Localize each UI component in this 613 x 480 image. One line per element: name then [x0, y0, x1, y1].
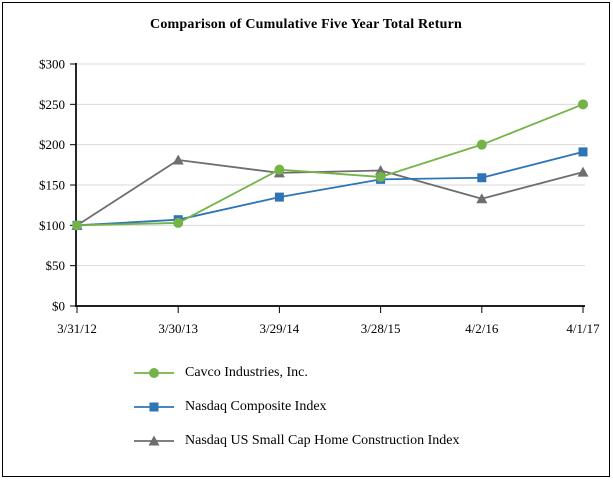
series-line-cavco-industries-inc [76, 103, 584, 227]
data-point-nasdaq-us-small-cap-home-construction-index [375, 164, 387, 175]
data-point-nasdaq-us-small-cap-home-construction-index [476, 193, 488, 204]
series-line-nasdaq-us-small-cap-home-construction-index [76, 159, 584, 227]
y-axis-tick-label: $100 [39, 218, 65, 233]
chart-title: Comparison of Cumulative Five Year Total… [150, 17, 462, 32]
series-line-nasdaq-composite-index [76, 151, 584, 227]
x-axis-tick-label: 3/31/12 [57, 321, 97, 336]
legend: Cavco Industries, Inc. Nasdaq Composite … [134, 363, 460, 451]
data-point-cavco-industries-inc [476, 139, 487, 150]
legend-label: Cavco Industries, Inc. [185, 365, 308, 380]
data-point-cavco-industries-inc [72, 220, 82, 231]
legend-item-nasdaq-composite: Nasdaq Composite Index [134, 397, 460, 417]
data-point-nasdaq-us-small-cap-home-construction-index [172, 154, 184, 165]
legend-triangle-marker-icon [134, 434, 174, 448]
data-point-cavco-industries-inc [274, 164, 285, 175]
legend-square-marker-icon [134, 400, 174, 414]
data-point-nasdaq-composite-index [274, 192, 284, 202]
y-axis-tick-label: $250 [39, 97, 65, 112]
x-axis-tick-label: 3/28/15 [361, 321, 401, 336]
x-axis-tick-label: 4/2/16 [465, 321, 499, 336]
x-axis-tick-label: 4/1/17 [566, 321, 600, 336]
x-axis-tick-label: 3/29/14 [260, 321, 300, 336]
y-axis-tick-label: $150 [39, 178, 65, 193]
y-axis-tick-label: $300 [39, 57, 65, 72]
circle-icon [149, 368, 159, 378]
y-axis-tick-label: $50 [46, 258, 66, 273]
legend-item-cavco-industries: Cavco Industries, Inc. [134, 363, 460, 383]
data-point-cavco-industries-inc [578, 99, 588, 110]
x-axis-tick-label: 3/30/13 [158, 321, 198, 336]
legend-circle-marker-icon [134, 366, 174, 380]
data-point-cavco-industries-inc [173, 217, 184, 228]
plot-area: $0 $50 $100 $150 $200 $250 $300 3/31/12 3/30/13 3… [39, 57, 600, 337]
legend-label: Nasdaq US Small Cap Home Construction In… [185, 433, 460, 448]
legend-item-nasdaq-home-construction: Nasdaq US Small Cap Home Construction In… [134, 431, 460, 451]
square-icon [149, 402, 159, 412]
triangle-icon [148, 435, 160, 446]
data-point-nasdaq-us-small-cap-home-construction-index [577, 166, 589, 177]
data-point-nasdaq-composite-index [477, 173, 487, 183]
data-point-nasdaq-composite-index [578, 147, 588, 157]
y-axis-tick-label: $200 [39, 137, 65, 152]
y-axis-tick-label: $0 [52, 299, 65, 314]
legend-label: Nasdaq Composite Index [185, 399, 327, 414]
data-point-cavco-industries-inc [375, 171, 386, 182]
